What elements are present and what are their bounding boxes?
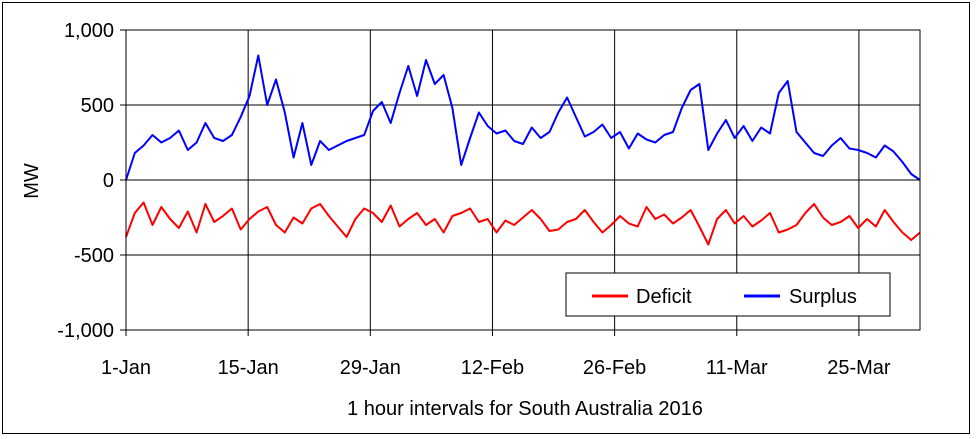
x-tick-label: 1-Jan — [101, 357, 151, 379]
y-tick-label: -1,000 — [57, 320, 114, 342]
y-tick-labels: 1,000 500 0 -500 -1,000 — [57, 20, 114, 342]
y-tick-label: -500 — [74, 245, 114, 267]
x-tick-labels: 1-Jan 15-Jan 29-Jan 12-Feb 26-Feb 11-Mar 25-Ma… — [101, 357, 891, 379]
x-tick-label: 11-Mar — [706, 357, 768, 379]
y-tick-label: 500 — [81, 95, 114, 117]
y-tick-label: 1,000 — [64, 20, 114, 42]
x-tick-label: 15-Jan — [218, 357, 279, 379]
legend-label-surplus: Surplus — [789, 286, 857, 308]
legend: Deficit Surplus — [565, 272, 891, 317]
x-tick-label: 26-Feb — [583, 357, 646, 379]
y-axis-label: MW — [21, 163, 43, 199]
axes — [120, 29, 921, 336]
series-line-deficit — [125, 201, 921, 246]
series-layer — [125, 54, 921, 246]
y-tick-label: 0 — [103, 170, 114, 192]
legend-label-deficit: Deficit — [636, 286, 692, 308]
x-axis-label: 1 hour intervals for South Australia 201… — [347, 398, 703, 420]
x-tick-label: 25-Mar — [827, 357, 891, 379]
x-tick-label: 12-Feb — [461, 357, 524, 379]
x-tick-label: 29-Jan — [340, 357, 401, 379]
series-line-surplus — [125, 54, 921, 181]
chart-frame — [2, 2, 970, 434]
